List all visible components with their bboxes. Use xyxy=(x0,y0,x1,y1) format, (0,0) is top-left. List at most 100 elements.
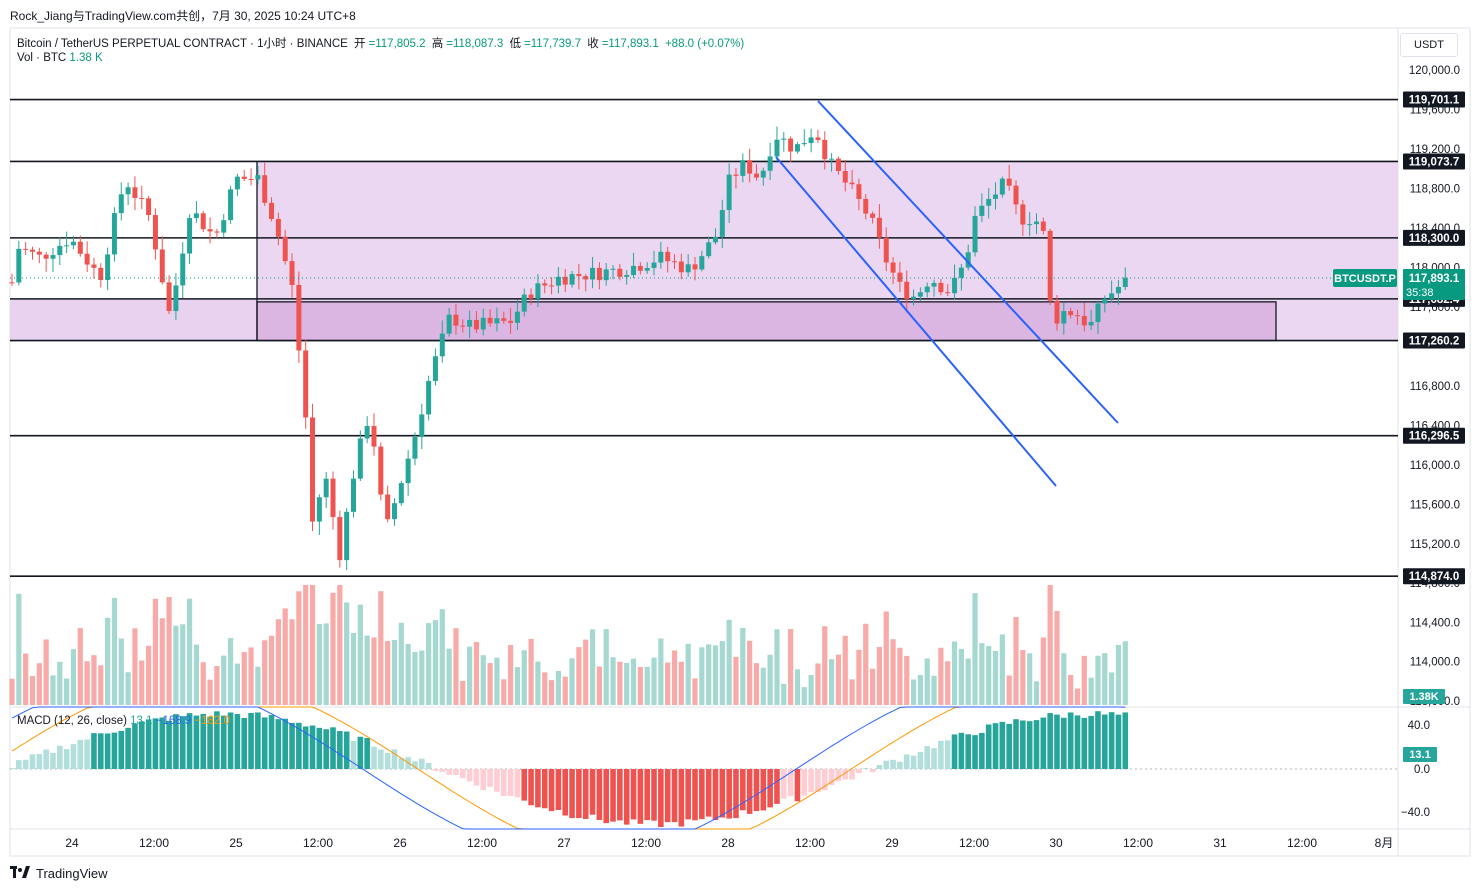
volume-bar xyxy=(876,647,883,705)
candle xyxy=(753,164,759,181)
volume-bar xyxy=(951,641,958,705)
volume-label[interactable]: Vol · BTC xyxy=(17,52,67,64)
macd-badge: 13.1 xyxy=(1403,747,1437,762)
candle xyxy=(1074,310,1080,325)
volume-bar xyxy=(699,647,705,705)
candle-body xyxy=(1040,221,1046,231)
macd-bar xyxy=(733,769,739,819)
candle-body xyxy=(876,217,882,238)
macd-label[interactable]: MACD (12, 26, close) xyxy=(17,715,127,727)
macd-bar xyxy=(576,769,582,819)
candle-body xyxy=(357,438,363,479)
volume-bar xyxy=(999,634,1005,705)
candle xyxy=(596,262,602,290)
macd-bar xyxy=(152,718,159,769)
candle xyxy=(1115,280,1121,305)
tradingview-logo-text: TradingView xyxy=(36,866,108,881)
volume-bar xyxy=(50,675,56,705)
candle xyxy=(993,182,999,210)
macd-bar xyxy=(514,769,521,798)
candle-body xyxy=(432,356,438,381)
candle xyxy=(644,262,650,274)
macd-bar xyxy=(1081,717,1088,769)
candle xyxy=(651,250,657,276)
volume-bar xyxy=(596,666,602,705)
candle-body xyxy=(378,446,384,495)
macd-bar xyxy=(29,754,36,769)
macd-bar xyxy=(658,769,664,828)
macd-bar xyxy=(296,722,302,769)
volume-bar xyxy=(644,666,650,705)
volume-bar xyxy=(583,639,589,705)
candle xyxy=(958,263,964,291)
price-axis-label: 115,200.0 xyxy=(1410,539,1460,551)
candle-body xyxy=(330,478,336,518)
volume-bar xyxy=(487,663,493,705)
time-axis-label: 12:00 xyxy=(1287,836,1317,850)
candle xyxy=(863,194,869,220)
candle xyxy=(50,247,56,272)
macd-bar xyxy=(603,769,610,824)
candle-body xyxy=(200,213,206,230)
volume-bar xyxy=(1006,675,1012,705)
candle-body xyxy=(43,254,49,259)
candle-body xyxy=(569,273,575,285)
tradingview-logo[interactable]: TradingView xyxy=(10,866,108,881)
volume-bar xyxy=(658,638,664,705)
volume-bar xyxy=(815,663,821,705)
candle xyxy=(146,196,152,221)
candle xyxy=(733,168,739,189)
candle-body xyxy=(993,194,999,199)
macd-bar xyxy=(111,732,118,769)
candle-body xyxy=(316,497,322,522)
volume-bar xyxy=(227,638,234,705)
volume-bar xyxy=(16,593,22,705)
candle xyxy=(637,262,643,275)
volume-bar xyxy=(323,623,329,705)
candle-body xyxy=(767,156,773,171)
open-label: 开 xyxy=(354,38,366,50)
candle xyxy=(822,131,828,170)
candle-body xyxy=(965,252,971,268)
candle xyxy=(248,168,254,186)
volume-bar xyxy=(57,661,63,705)
volume-bar xyxy=(528,638,534,705)
macd-bar xyxy=(719,769,726,818)
candle-body xyxy=(29,249,35,252)
volume-bar xyxy=(863,623,869,705)
macd-bar xyxy=(330,727,336,769)
volume-bar xyxy=(555,670,561,705)
candle xyxy=(829,153,835,172)
candle xyxy=(747,148,753,183)
volume-bar xyxy=(542,672,548,705)
macd-bar xyxy=(1061,717,1067,769)
candle xyxy=(132,176,138,211)
volume-bar xyxy=(774,629,780,705)
macd-bar xyxy=(712,769,719,821)
currency-button[interactable]: USDT xyxy=(1400,33,1458,57)
candle xyxy=(316,494,322,536)
volume-bar xyxy=(1088,677,1094,705)
high-label: 高 xyxy=(431,38,444,50)
candle xyxy=(228,185,234,225)
candle xyxy=(323,472,329,509)
candle-body xyxy=(699,256,705,270)
high-value: =118,087.3 xyxy=(446,38,504,50)
candle xyxy=(1013,180,1019,215)
candle-body xyxy=(603,269,609,281)
candle xyxy=(617,263,623,281)
symbol-name[interactable]: Bitcoin / TetherUS PERPETUAL CONTRACT · … xyxy=(17,38,348,50)
candle-body xyxy=(904,281,910,299)
candle-body xyxy=(870,213,876,218)
volume-bar xyxy=(412,651,418,705)
channel-upper-line xyxy=(817,100,1119,424)
level-tag-text: 119,701.1 xyxy=(1409,95,1460,107)
candle-body xyxy=(740,160,746,176)
volume-bar xyxy=(671,650,678,705)
candle-body xyxy=(1115,287,1121,294)
macd-bar xyxy=(862,768,869,769)
macd-bar xyxy=(248,712,254,769)
macd-bar xyxy=(193,715,200,769)
volume-bar xyxy=(303,585,309,705)
